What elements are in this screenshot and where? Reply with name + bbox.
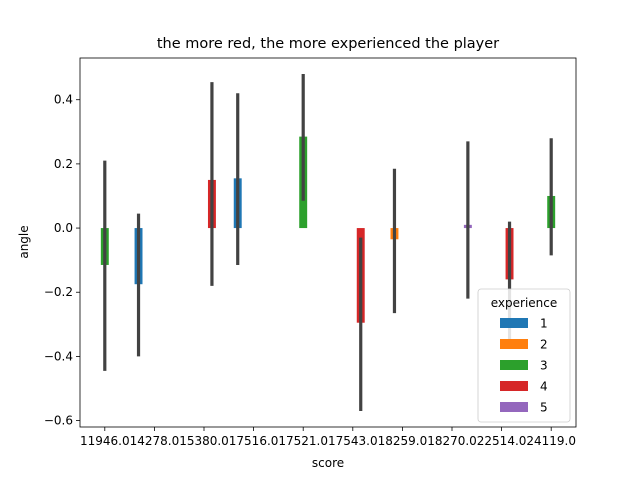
x-tick-label: 17521.0 bbox=[278, 434, 328, 448]
y-tick-label: −0.6 bbox=[44, 414, 73, 428]
plot-area: −0.6 −0.4 −0.2 0.0 0.2 0.4 11946.0 14278.0 15380… bbox=[44, 57, 577, 448]
legend-label: 3 bbox=[540, 359, 548, 373]
legend-swatch bbox=[500, 339, 528, 349]
y-tick-label: −0.4 bbox=[44, 349, 73, 363]
x-tick-label: 17516.0 bbox=[229, 434, 279, 448]
x-tick-label: 22514.0 bbox=[477, 434, 527, 448]
x-tick-label: 15380.0 bbox=[179, 434, 229, 448]
x-tick-label: 17543.0 bbox=[328, 434, 378, 448]
x-tick-label: 18270.0 bbox=[427, 434, 477, 448]
legend-label: 4 bbox=[540, 380, 548, 394]
legend-swatch bbox=[500, 381, 528, 391]
y-tick-label: 0.0 bbox=[54, 221, 73, 235]
y-tick-label: 0.2 bbox=[54, 157, 73, 171]
legend-label: 2 bbox=[540, 338, 548, 352]
x-tick-label: 11946.0 bbox=[80, 434, 130, 448]
legend-title: experience bbox=[491, 296, 558, 310]
x-axis-label: score bbox=[312, 456, 344, 470]
x-tick-label: 24119.0 bbox=[526, 434, 576, 448]
y-axis-label: angle bbox=[17, 225, 31, 258]
y-tick-label: −0.2 bbox=[44, 285, 73, 299]
legend-label: 5 bbox=[540, 401, 548, 415]
legend-label: 1 bbox=[540, 317, 548, 331]
y-tick-label: 0.4 bbox=[54, 93, 73, 107]
legend-swatch bbox=[500, 360, 528, 370]
legend-swatch bbox=[500, 318, 528, 328]
x-tick-label: 14278.0 bbox=[130, 434, 180, 448]
legend: experience 1 2 3 4 5 bbox=[477, 288, 571, 423]
axes-frame bbox=[79, 57, 577, 428]
x-tick-label: 18259.0 bbox=[378, 434, 428, 448]
legend-swatch bbox=[500, 402, 528, 412]
chart-title: the more red, the more experienced the p… bbox=[157, 36, 499, 52]
